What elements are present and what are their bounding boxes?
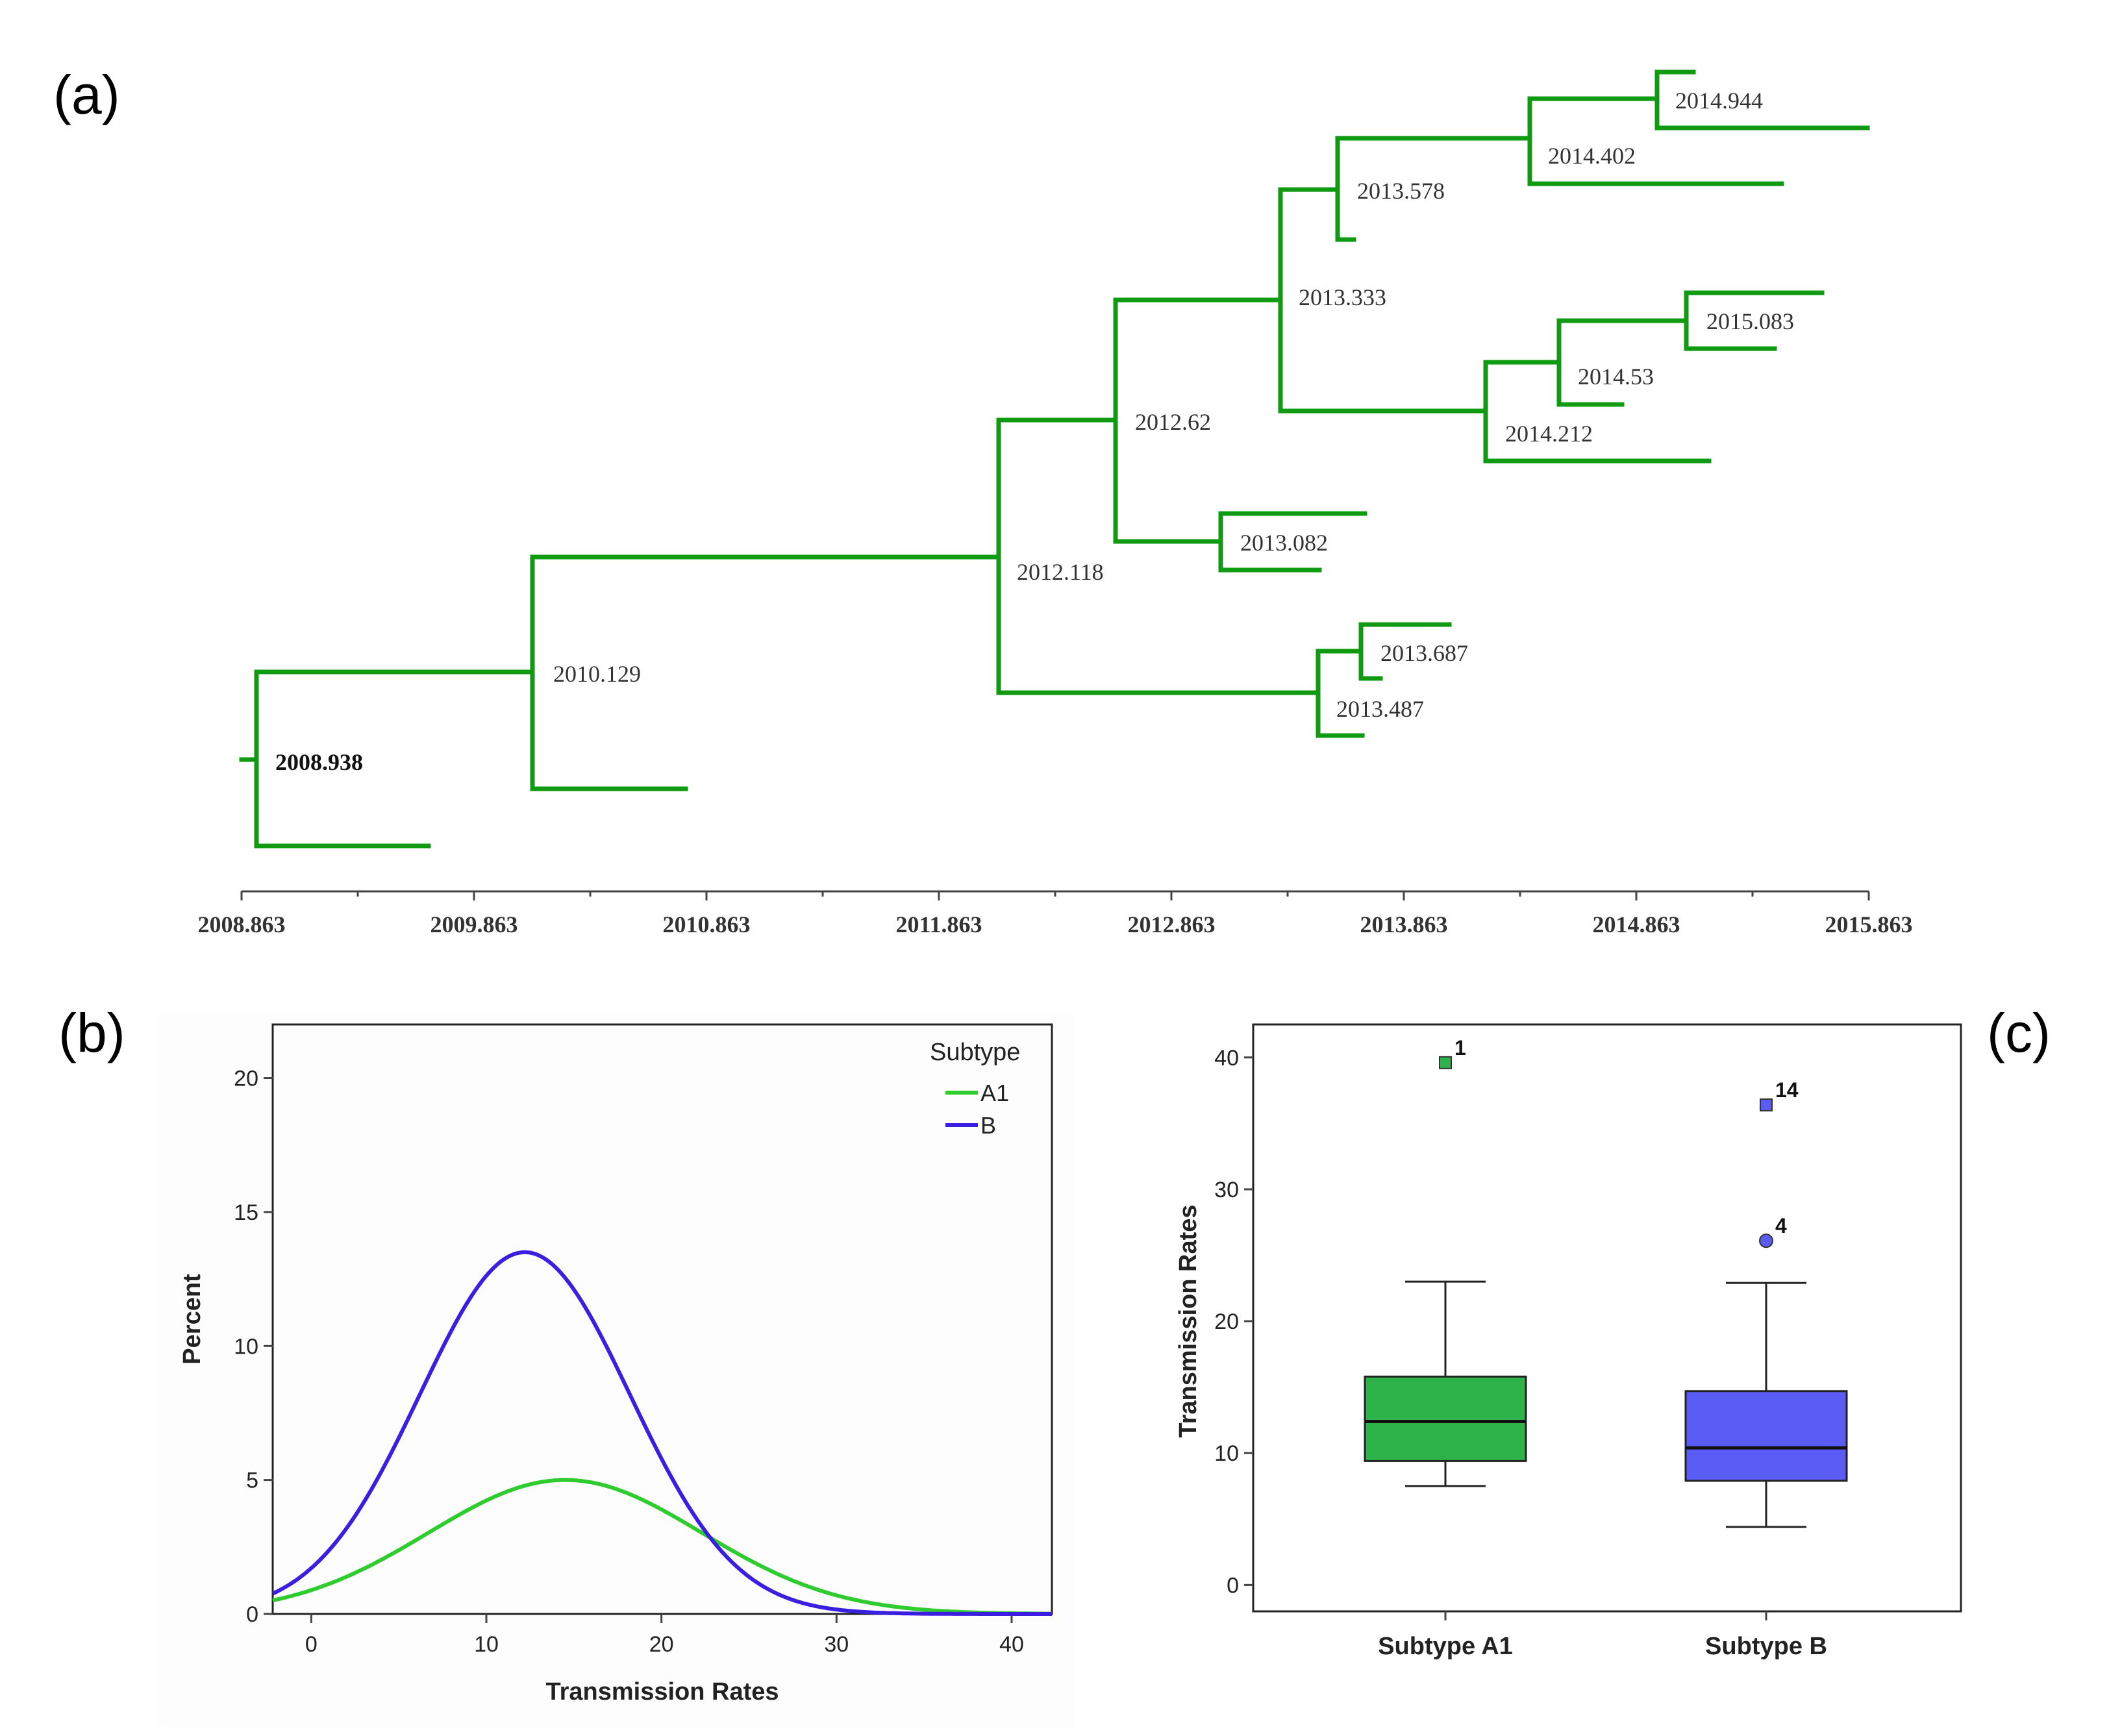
tree-axis-tick-label: 2014.863 [1593,911,1680,937]
node-label-2013-687: 2013.687 [1380,640,1468,666]
tree-branch-2014-9 [1654,69,1870,130]
legend-title: Subtype [930,1039,1020,1066]
density-y-tick-label: 15 [234,1200,258,1225]
panel-label-b: (b) [58,1002,125,1063]
density-panel: 0 10 20 30 40 0 5 10 15 20 Transmission Rates Per… [159,1013,1075,1727]
node-label-2014-53: 2014.53 [1578,364,1654,390]
boxplot-y-tick-label: 20 [1214,1309,1239,1334]
boxplot-outlier-label: 14 [1775,1078,1799,1102]
node-label-2014-402: 2014.402 [1548,143,1636,169]
node-label-2013-333: 2013.333 [1299,284,1386,310]
density-y-tick-label: 0 [246,1602,258,1627]
tree-branch-2014-2 [1483,360,1712,464]
legend-label-b: B [980,1112,996,1139]
boxplot-panel: 0 10 20 30 40 Subtype A1 1 Subtype B 14 4 Transm… [1175,1023,1962,1660]
legend-label-a1: A1 [980,1080,1009,1106]
boxplot-y-tick-label: 10 [1214,1441,1239,1466]
tree-branch-2013-3 [1278,187,1488,414]
density-x-tick-label: 40 [999,1632,1024,1657]
tree-node-labels: 2008.938 2010.129 2012.118 2012.62 2013.… [275,88,1794,775]
tree-axis-tick-label: 2008.863 [198,911,286,937]
density-x-tick-label: 30 [824,1632,849,1657]
boxplot-outlier-label: 1 [1454,1036,1466,1060]
density-y-tick-label: 20 [234,1067,258,1091]
boxplot-outlier-marker [1439,1056,1452,1069]
tree-branch-2013-5 [1335,136,1532,242]
tree-branch-2012-6 [1113,297,1283,544]
tree-branch-2014-4 [1527,96,1784,186]
density-x-tick-label: 10 [474,1632,499,1657]
tree-panel: 2008.938 2010.129 2012.118 2012.62 2013.… [198,69,1913,937]
density-x-tick-label: 20 [649,1632,674,1657]
tree-branch-2013-4 [1316,649,1365,738]
panel-label-a: (a) [53,64,120,125]
boxplot-y-tick-label: 30 [1214,1178,1239,1202]
density-curve-a1 [272,1478,1052,1616]
tree-axis-tick-label: 2015.863 [1825,911,1913,937]
tree-axis-tick-label: 2009.863 [431,911,518,937]
density-y-tick-label: 10 [234,1334,258,1359]
node-label-2014-212: 2014.212 [1505,421,1593,447]
boxplot-boxes: Subtype A1 1 Subtype B 14 4 [1364,1036,1848,1660]
tree-axis-ticks: 2008.863 2009.863 2010.863 2011.863 2012.863… [198,891,1913,937]
density-legend: Subtype A1 B [930,1039,1020,1139]
boxplot-frame [1252,1023,1962,1613]
density-y-tick-label: 5 [246,1469,258,1493]
tree-axis-tick-label: 2011.863 [895,911,982,937]
boxplot-category-label: Subtype B [1705,1633,1827,1660]
boxplot-y-tick-label: 40 [1214,1046,1239,1071]
boxplot-box [1684,1390,1848,1482]
tree-branch-2014-5 [1556,318,1689,407]
node-label-2008-938: 2008.938 [275,749,363,775]
tree-branch-2010 [530,554,1001,791]
boxplot-axis-ticks: 0 10 20 30 40 [1214,1046,1253,1598]
panel-label-c: (c) [1987,1002,2051,1063]
node-label-2013-487: 2013.487 [1336,696,1424,722]
tree-branch-2012-1 [996,417,1321,695]
node-label-2013-082: 2013.082 [1240,530,1328,556]
boxplot-y-tick-label: 0 [1227,1573,1239,1598]
boxplot-outlier-marker [1760,1098,1773,1111]
boxplot-outlier-label: 4 [1775,1214,1787,1237]
tree-branches [239,69,1870,849]
tree-axis-tick-label: 2013.863 [1360,911,1448,937]
tree-branch-2015 [1684,290,1825,351]
node-label-2012-62: 2012.62 [1135,409,1211,435]
tree-branch-2013-6 [1358,622,1452,681]
node-label-2014-944: 2014.944 [1675,88,1763,114]
density-x-tick-label: 0 [305,1632,318,1657]
boxplot-box [1364,1375,1527,1462]
boxplot-outlier-marker [1759,1234,1773,1248]
density-axis-ticks: 0 10 20 30 40 0 5 10 15 20 [234,1067,1024,1657]
tree-axis-tick-label: 2010.863 [663,911,751,937]
node-label-2013-578: 2013.578 [1357,178,1445,204]
node-label-2015-083: 2015.083 [1706,308,1794,334]
tree-axis-tick-label: 2012.863 [1128,911,1216,937]
boxplot-y-axis-title: Transmission Rates [1175,1204,1202,1437]
node-label-2010-129: 2010.129 [553,661,641,687]
boxplot-category-label: Subtype A1 [1378,1633,1513,1660]
density-curve-b [271,1250,1052,1616]
tree-branch-2013-0 [1218,511,1367,573]
density-y-axis-title: Percent [179,1274,206,1365]
tree-branch-root [254,669,535,849]
node-label-2012-118: 2012.118 [1017,559,1104,585]
density-x-axis-title: Transmission Rates [545,1678,779,1705]
